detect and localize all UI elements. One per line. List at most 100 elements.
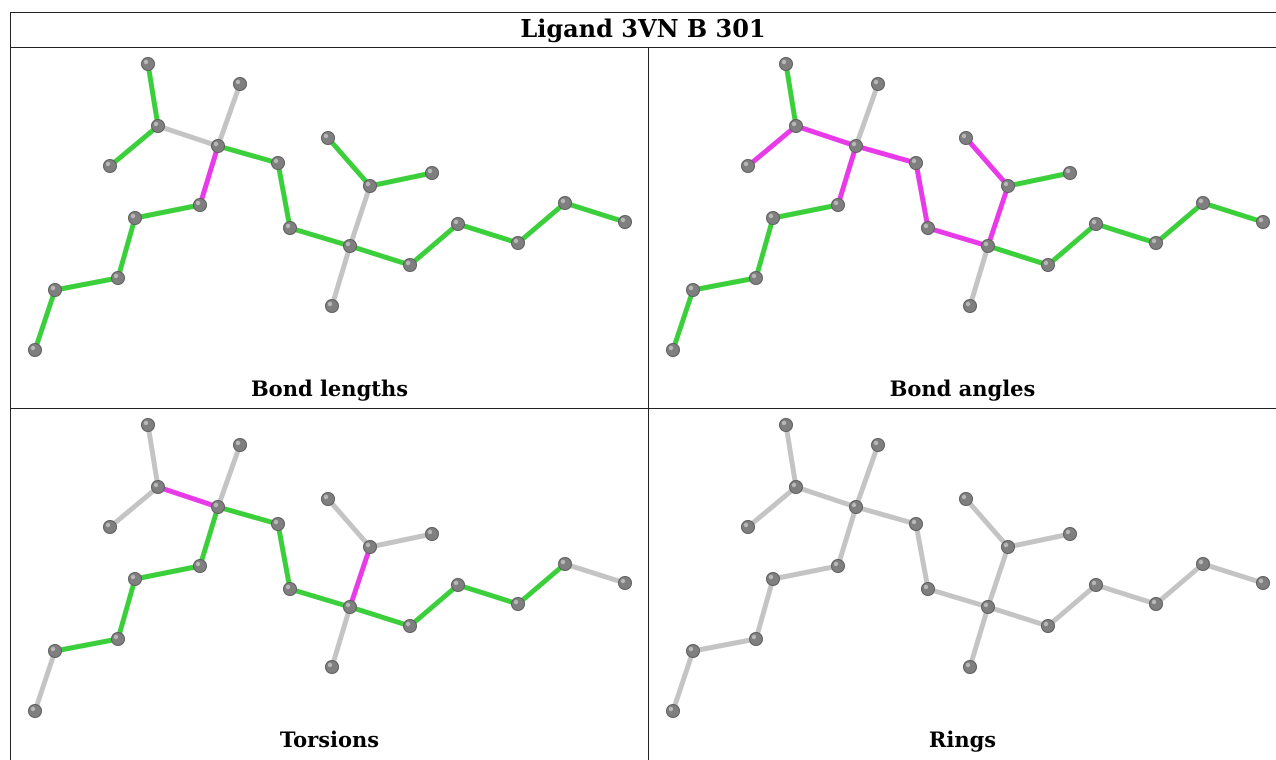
atom-highlight — [1092, 220, 1096, 224]
bond-gray — [370, 534, 432, 547]
atom — [404, 259, 417, 272]
atom — [512, 598, 525, 611]
bond-gray — [328, 499, 370, 547]
atom-highlight — [114, 635, 118, 639]
bond-gray — [332, 246, 350, 306]
atom-highlight — [984, 603, 988, 607]
atom — [212, 501, 225, 514]
bond-magenta — [916, 163, 928, 228]
atom — [910, 157, 923, 170]
atom — [982, 240, 995, 253]
bond-gray — [350, 186, 370, 246]
atom — [832, 560, 845, 573]
atom-highlight — [769, 575, 773, 579]
bond-gray — [916, 524, 928, 589]
bond-magenta — [796, 126, 856, 146]
atom-highlight — [196, 201, 200, 205]
bond-gray — [970, 607, 988, 667]
atom-highlight — [286, 585, 290, 589]
atom-highlight — [328, 302, 332, 306]
atom-highlight — [1044, 261, 1048, 265]
atom — [872, 78, 885, 91]
atom — [1197, 558, 1210, 571]
bond-green — [218, 146, 278, 163]
atom — [49, 645, 62, 658]
atom — [104, 521, 117, 534]
atom-highlight — [912, 520, 916, 524]
molecule-bond-lengths — [11, 48, 648, 408]
atom — [194, 560, 207, 573]
atom-highlight — [131, 214, 135, 218]
bond-gray — [966, 499, 1008, 547]
bond-green — [988, 246, 1048, 265]
atom-highlight — [214, 503, 218, 507]
bond-green — [135, 566, 200, 579]
atom-highlight — [131, 575, 135, 579]
atom — [767, 573, 780, 586]
bond-gray — [773, 566, 838, 579]
atom — [426, 528, 439, 541]
atom — [284, 222, 297, 235]
atom — [1257, 577, 1270, 590]
bond-gray — [856, 507, 916, 524]
bond-green — [278, 163, 290, 228]
bond-magenta — [856, 146, 916, 163]
atom-highlight — [196, 562, 200, 566]
bond-gray — [148, 425, 158, 487]
atom-highlight — [144, 60, 148, 64]
bond-magenta — [158, 487, 218, 507]
atom — [322, 132, 335, 145]
atom-highlight — [31, 346, 35, 350]
bond-green — [458, 585, 518, 604]
bond-gray — [218, 84, 240, 146]
atom — [322, 493, 335, 506]
atom-highlight — [769, 214, 773, 218]
bond-green — [410, 585, 458, 626]
atom — [234, 439, 247, 452]
atom — [234, 78, 247, 91]
atom-highlight — [106, 162, 110, 166]
atom — [964, 300, 977, 313]
atom-highlight — [324, 134, 328, 138]
atom-highlight — [874, 80, 878, 84]
panel-torsions: Torsions — [11, 409, 648, 760]
bond-green — [1096, 224, 1156, 243]
bond-green — [278, 524, 290, 589]
bond-green — [693, 278, 756, 290]
atom-highlight — [912, 159, 916, 163]
atom-highlight — [561, 560, 565, 564]
atom — [780, 419, 793, 432]
atom-highlight — [924, 585, 928, 589]
bond-green — [55, 639, 118, 651]
bond-gray — [756, 579, 773, 639]
atom — [129, 212, 142, 225]
atom — [750, 633, 763, 646]
bond-green — [1008, 173, 1070, 186]
bond-green — [118, 218, 135, 278]
bond-green — [218, 507, 278, 524]
atom — [364, 541, 377, 554]
bond-green — [148, 64, 158, 126]
atom-highlight — [428, 530, 432, 534]
atom-highlight — [274, 520, 278, 524]
atom — [452, 579, 465, 592]
bond-gray — [218, 445, 240, 507]
atom-highlight — [144, 421, 148, 425]
atom-highlight — [454, 581, 458, 585]
atom-highlight — [106, 523, 110, 527]
atom-highlight — [1152, 600, 1156, 604]
atom — [284, 583, 297, 596]
atom-highlight — [966, 663, 970, 667]
molecule-bond-angles — [649, 48, 1276, 408]
atom — [780, 58, 793, 71]
atom — [112, 272, 125, 285]
atom-highlight — [1152, 239, 1156, 243]
bond-green — [565, 203, 625, 222]
atom-highlight — [154, 483, 158, 487]
atom-highlight — [328, 663, 332, 667]
atom-highlight — [752, 274, 756, 278]
atom — [272, 157, 285, 170]
atom — [1197, 197, 1210, 210]
bond-gray — [748, 487, 796, 527]
